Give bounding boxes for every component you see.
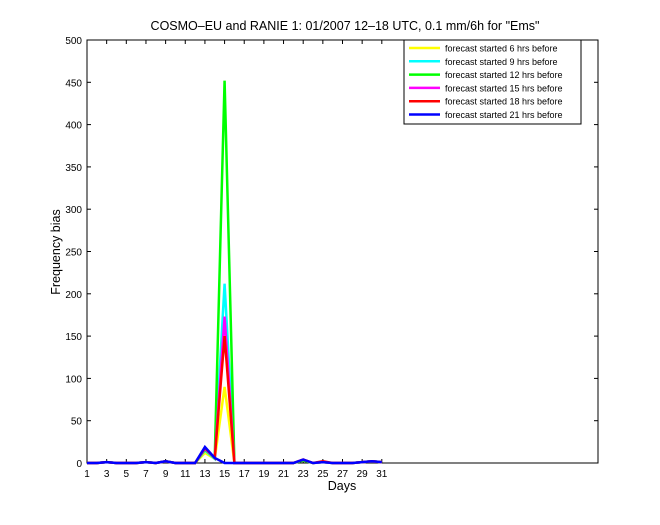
x-axis: 1 3 5 7 9 11 13 15 17 19 21 23 25 27 29 31 [84, 40, 388, 480]
y-tick-label: 50 [71, 417, 83, 428]
legend-label-5: forecast started 18 hrs before [445, 97, 563, 107]
x-tick-label: 31 [376, 469, 388, 480]
x-tick-label: 3 [104, 469, 110, 480]
y-tick-label: 250 [65, 248, 82, 259]
x-tick-label: 5 [124, 469, 130, 480]
x-tick-label: 1 [84, 469, 90, 480]
x-tick-label: 9 [163, 469, 169, 480]
chart-title: COSMO–EU and RANIE 1: 01/2007 12–18 UTC,… [151, 19, 540, 33]
y-tick-label: 500 [65, 36, 82, 47]
legend-label-2: forecast started 9 hrs before [445, 57, 558, 67]
y-axis-label: Frequency bias [49, 209, 63, 294]
x-tick-label: 21 [278, 469, 290, 480]
y-tick-label: 150 [65, 332, 82, 343]
y-tick-label: 400 [65, 121, 82, 132]
y-tick-label: 200 [65, 290, 82, 301]
y-tick-label: 100 [65, 374, 82, 385]
y-tick-label: 300 [65, 205, 82, 216]
x-tick-label: 19 [258, 469, 270, 480]
x-axis-label: Days [328, 479, 356, 493]
series-line-6 [87, 444, 382, 465]
x-tick-label: 27 [337, 469, 349, 480]
legend-label-4: forecast started 15 hrs before [445, 83, 563, 93]
x-tick-label: 15 [219, 469, 231, 480]
legend: forecast started 6 hrs before forecast st… [403, 39, 582, 125]
y-tick-label: 0 [76, 459, 82, 470]
x-tick-label: 7 [143, 469, 149, 480]
x-tick-label: 25 [317, 469, 329, 480]
legend-box [403, 39, 582, 125]
legend-label-1: forecast started 6 hrs before [445, 44, 558, 54]
y-tick-label: 450 [65, 78, 82, 89]
series-lines [87, 80, 382, 465]
legend-label-3: forecast started 12 hrs before [445, 70, 563, 80]
x-tick-label: 23 [298, 469, 310, 480]
x-tick-label: 11 [180, 469, 191, 480]
x-tick-label: 17 [239, 469, 251, 480]
y-axis: 0 50 100 150 200 250 300 350 400 450 500 [65, 36, 598, 470]
y-tick-label: 350 [65, 163, 82, 174]
x-tick-label: 29 [357, 469, 369, 480]
legend-label-6: forecast started 21 hrs before [445, 110, 563, 120]
x-tick-label: 13 [199, 469, 211, 480]
